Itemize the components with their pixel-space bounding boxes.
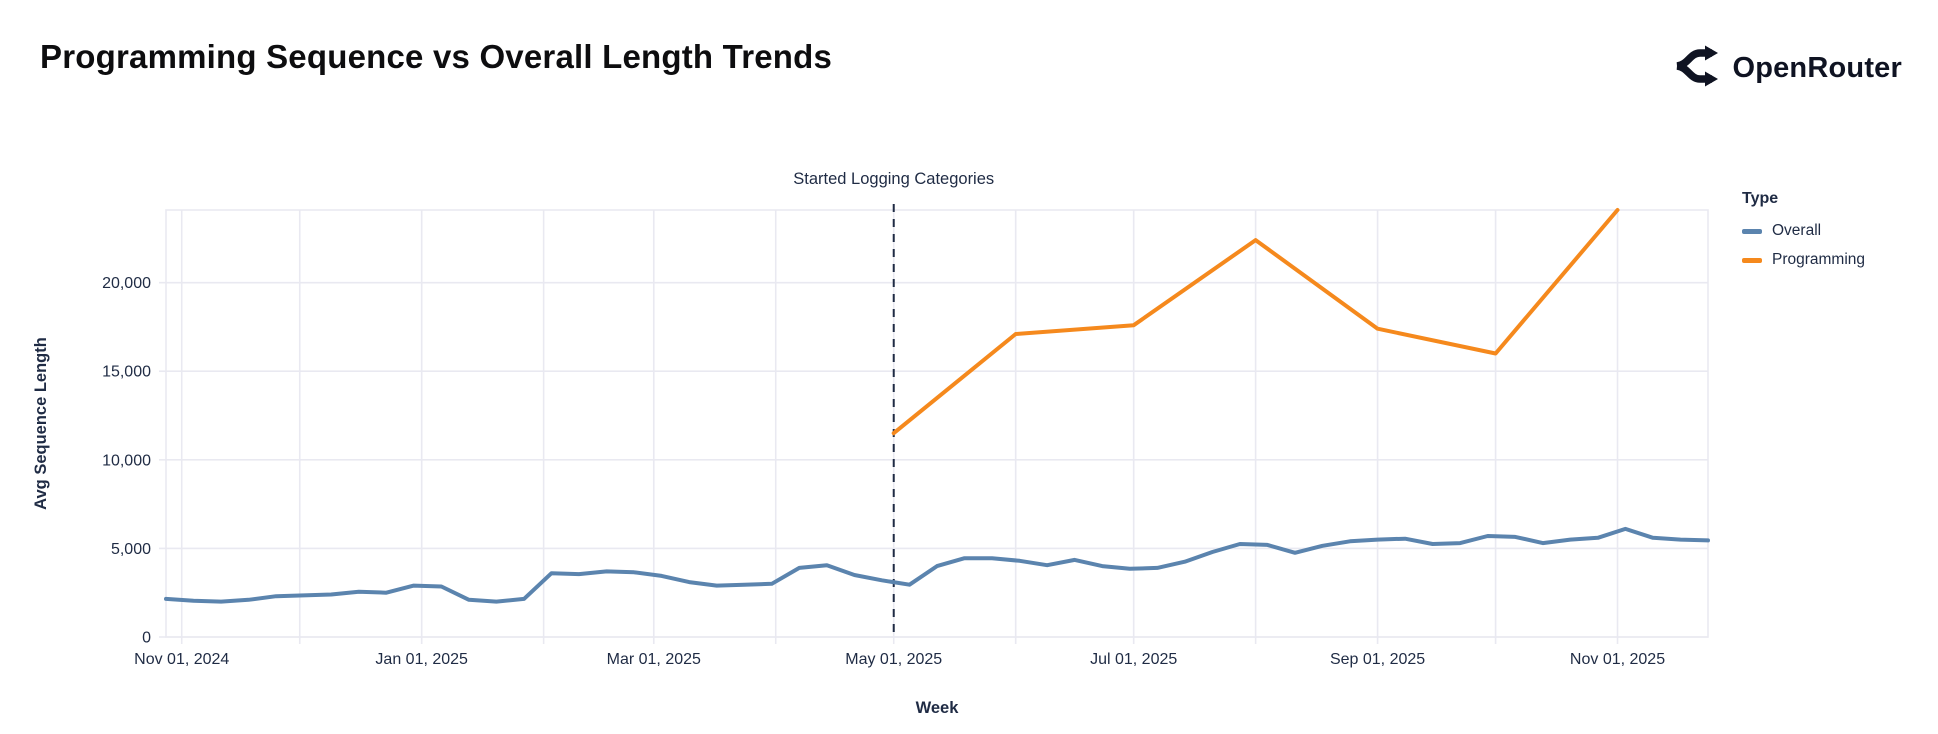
y-tick-label: 15,000 — [102, 364, 151, 381]
brand-header: OpenRouter — [1672, 44, 1902, 93]
legend-label-overall: Overall — [1772, 222, 1822, 239]
legend-swatch-programming — [1742, 257, 1762, 263]
x-tick-label: Jul 01, 2025 — [1090, 651, 1177, 668]
legend: Type Overall Programming — [1742, 190, 1865, 280]
x-tick-label: Nov 01, 2024 — [134, 651, 229, 668]
y-tick-label: 0 — [142, 630, 151, 647]
legend-item-overall: Overall — [1742, 222, 1865, 240]
legend-title: Type — [1742, 190, 1779, 207]
x-tick-label: Sep 01, 2025 — [1330, 651, 1425, 668]
x-tick-label: Mar 01, 2025 — [607, 651, 701, 668]
legend-label-programming: Programming — [1772, 251, 1866, 268]
legend-swatch-overall — [1742, 228, 1762, 234]
x-tick-label: Nov 01, 2025 — [1570, 651, 1665, 668]
y-axis-title: Avg Sequence Length — [32, 337, 50, 510]
page-title: Programming Sequence vs Overall Length T… — [40, 38, 833, 75]
brand-name: OpenRouter — [1732, 52, 1902, 84]
series-line-programming — [891, 208, 1620, 436]
x-axis-title: Week — [916, 699, 960, 717]
x-tick-label: May 01, 2025 — [845, 651, 942, 668]
x-tick-label: Jan 01, 2025 — [375, 651, 468, 668]
y-tick-label: 20,000 — [102, 275, 151, 292]
series-line-overall — [164, 526, 1710, 604]
plot-frame — [165, 209, 1709, 638]
legend-item-programming: Programming — [1742, 251, 1865, 269]
openrouter-icon — [1672, 44, 1719, 93]
y-tick-label: 10,000 — [102, 452, 151, 469]
annotation-label: Started Logging Categories — [793, 170, 995, 188]
y-tick-label: 5,000 — [111, 541, 151, 558]
